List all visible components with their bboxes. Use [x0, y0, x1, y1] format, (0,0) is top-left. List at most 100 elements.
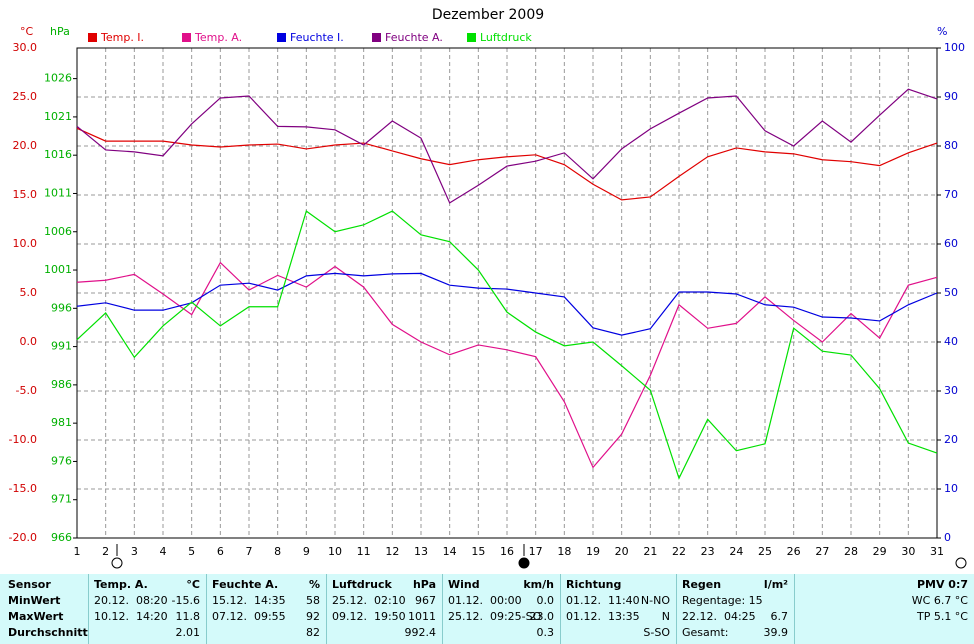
cell: Gesamt: — [682, 626, 729, 639]
y3-tick-label: 50 — [944, 286, 958, 299]
x-tick-label: 8 — [274, 545, 281, 558]
x-tick-label: 11 — [357, 545, 371, 558]
cell: 01.12. 11:40 — [566, 594, 640, 607]
col-sep — [88, 574, 90, 644]
chart: Dezember 2009 °C hPa % 1 2 3 4 5 6 7 8 9 10 11 12 13… — [9, 7, 967, 569]
col-sep — [206, 574, 208, 644]
y3-tick-label: 60 — [944, 237, 958, 250]
cell: N-NO — [640, 594, 670, 607]
row-label: MaxWert — [8, 610, 64, 623]
cell: 25.12. 02:10 — [332, 594, 406, 607]
y-tick-label: 15.0 — [13, 188, 38, 201]
x-tick-label: 6 — [217, 545, 224, 558]
x-tick-label: 1 — [74, 545, 81, 558]
cell: 0.3 — [536, 626, 555, 639]
x-tick-label: 5 — [188, 545, 195, 558]
legend-swatch — [182, 33, 191, 42]
x-tick-label: 9 — [303, 545, 310, 558]
x-tick-label: 28 — [844, 545, 858, 558]
x-tick-label: 20 — [615, 545, 629, 558]
cell: 23.0 — [529, 610, 555, 623]
col-unit: hPa — [412, 578, 436, 591]
y3-tick-label: 0 — [944, 531, 951, 544]
x-tick-label: 30 — [901, 545, 915, 558]
y-tick-label: 0.0 — [20, 335, 38, 348]
y3-tick-label: 30 — [944, 384, 958, 397]
moon-icon — [955, 557, 967, 569]
cell: 1011 — [408, 610, 436, 623]
legend-label: Feuchte I. — [290, 31, 344, 44]
y3-tick-label: 90 — [944, 90, 958, 103]
y-tick-label: 30.0 — [13, 41, 38, 54]
x-tick-label: 12 — [385, 545, 399, 558]
x-tick-label: 4 — [160, 545, 167, 558]
col-title: Regen — [682, 578, 722, 591]
cell: 82 — [306, 626, 320, 639]
x-tick-label: 21 — [643, 545, 657, 558]
cell: TP 5.1 °C — [916, 610, 968, 623]
x-tick-label: 18 — [557, 545, 571, 558]
cell: 6.7 — [770, 610, 789, 623]
series-line — [76, 210, 938, 480]
y2-tick-label: 1026 — [44, 72, 72, 85]
y3-tick-label: 20 — [944, 433, 958, 446]
y2-tick-label: 986 — [51, 378, 72, 391]
legend-label: Luftdruck — [480, 31, 532, 44]
legend-swatch — [372, 33, 381, 42]
cell: 01.12. 13:35 — [566, 610, 640, 623]
chart-title: Dezember 2009 — [432, 7, 544, 23]
y2-tick-label: 1011 — [44, 186, 72, 199]
cell: 01.12. 00:00 — [448, 594, 522, 607]
cell: N — [661, 610, 670, 623]
x-tick-label: 27 — [815, 545, 829, 558]
cell: 92 — [306, 610, 320, 623]
x-tick-label: 22 — [672, 545, 686, 558]
x-tick-label: 25 — [758, 545, 772, 558]
y-tick-label: -5.0 — [16, 384, 37, 397]
y2-tick-label: 1006 — [44, 225, 72, 238]
y-tick-label: -10.0 — [9, 433, 37, 446]
x-tick-label: 2 — [102, 545, 109, 558]
row-label: Sensor — [8, 578, 51, 591]
y-tick-label: -20.0 — [9, 531, 37, 544]
col-sep — [676, 574, 678, 644]
cell: 09.12. 19:50 — [332, 610, 406, 623]
y2-tick-label: 1016 — [44, 148, 72, 161]
row-label: MinWert — [8, 594, 61, 607]
cell: 39.9 — [763, 626, 789, 639]
y2-tick-label: 1021 — [44, 110, 72, 123]
series-line — [76, 261, 938, 469]
y-tick-label: 10.0 — [13, 237, 38, 250]
cell: 967 — [415, 594, 436, 607]
cell: 0.0 — [536, 594, 555, 607]
y3-tick-label: 80 — [944, 139, 958, 152]
col-title: PMV 0:7 — [916, 578, 968, 591]
y3-tick-label: 70 — [944, 188, 958, 201]
y3-tick-label: 40 — [944, 335, 958, 348]
col-title: Temp. A. — [94, 578, 148, 591]
col-unit: °C — [186, 578, 200, 591]
col-title: Luftdruck — [332, 578, 392, 591]
y3-tick-label: 100 — [944, 41, 965, 54]
x-tick-label: 31 — [930, 545, 944, 558]
x-tick-label: 26 — [787, 545, 801, 558]
cell: 11.8 — [175, 610, 201, 623]
legend-swatch — [88, 33, 97, 42]
cell: 992.4 — [404, 626, 437, 639]
x-tick-label: 17 — [529, 545, 543, 558]
y2-tick-label: 981 — [51, 416, 72, 429]
x-tick-label: 3 — [131, 545, 138, 558]
y-tick-label: 5.0 — [20, 286, 38, 299]
legend-label: Temp. I. — [100, 31, 144, 44]
y-unit: °C — [20, 25, 34, 38]
x-tick-label: 29 — [873, 545, 887, 558]
col-sep — [442, 574, 444, 644]
series-line — [76, 272, 938, 336]
legend-label: Feuchte A. — [385, 31, 443, 44]
moon-icon — [518, 557, 530, 569]
col-title: Wind — [448, 578, 480, 591]
cell: -15.6 — [171, 594, 200, 607]
x-tick-label: 13 — [414, 545, 428, 558]
cell: WC 6.7 °C — [911, 594, 968, 607]
